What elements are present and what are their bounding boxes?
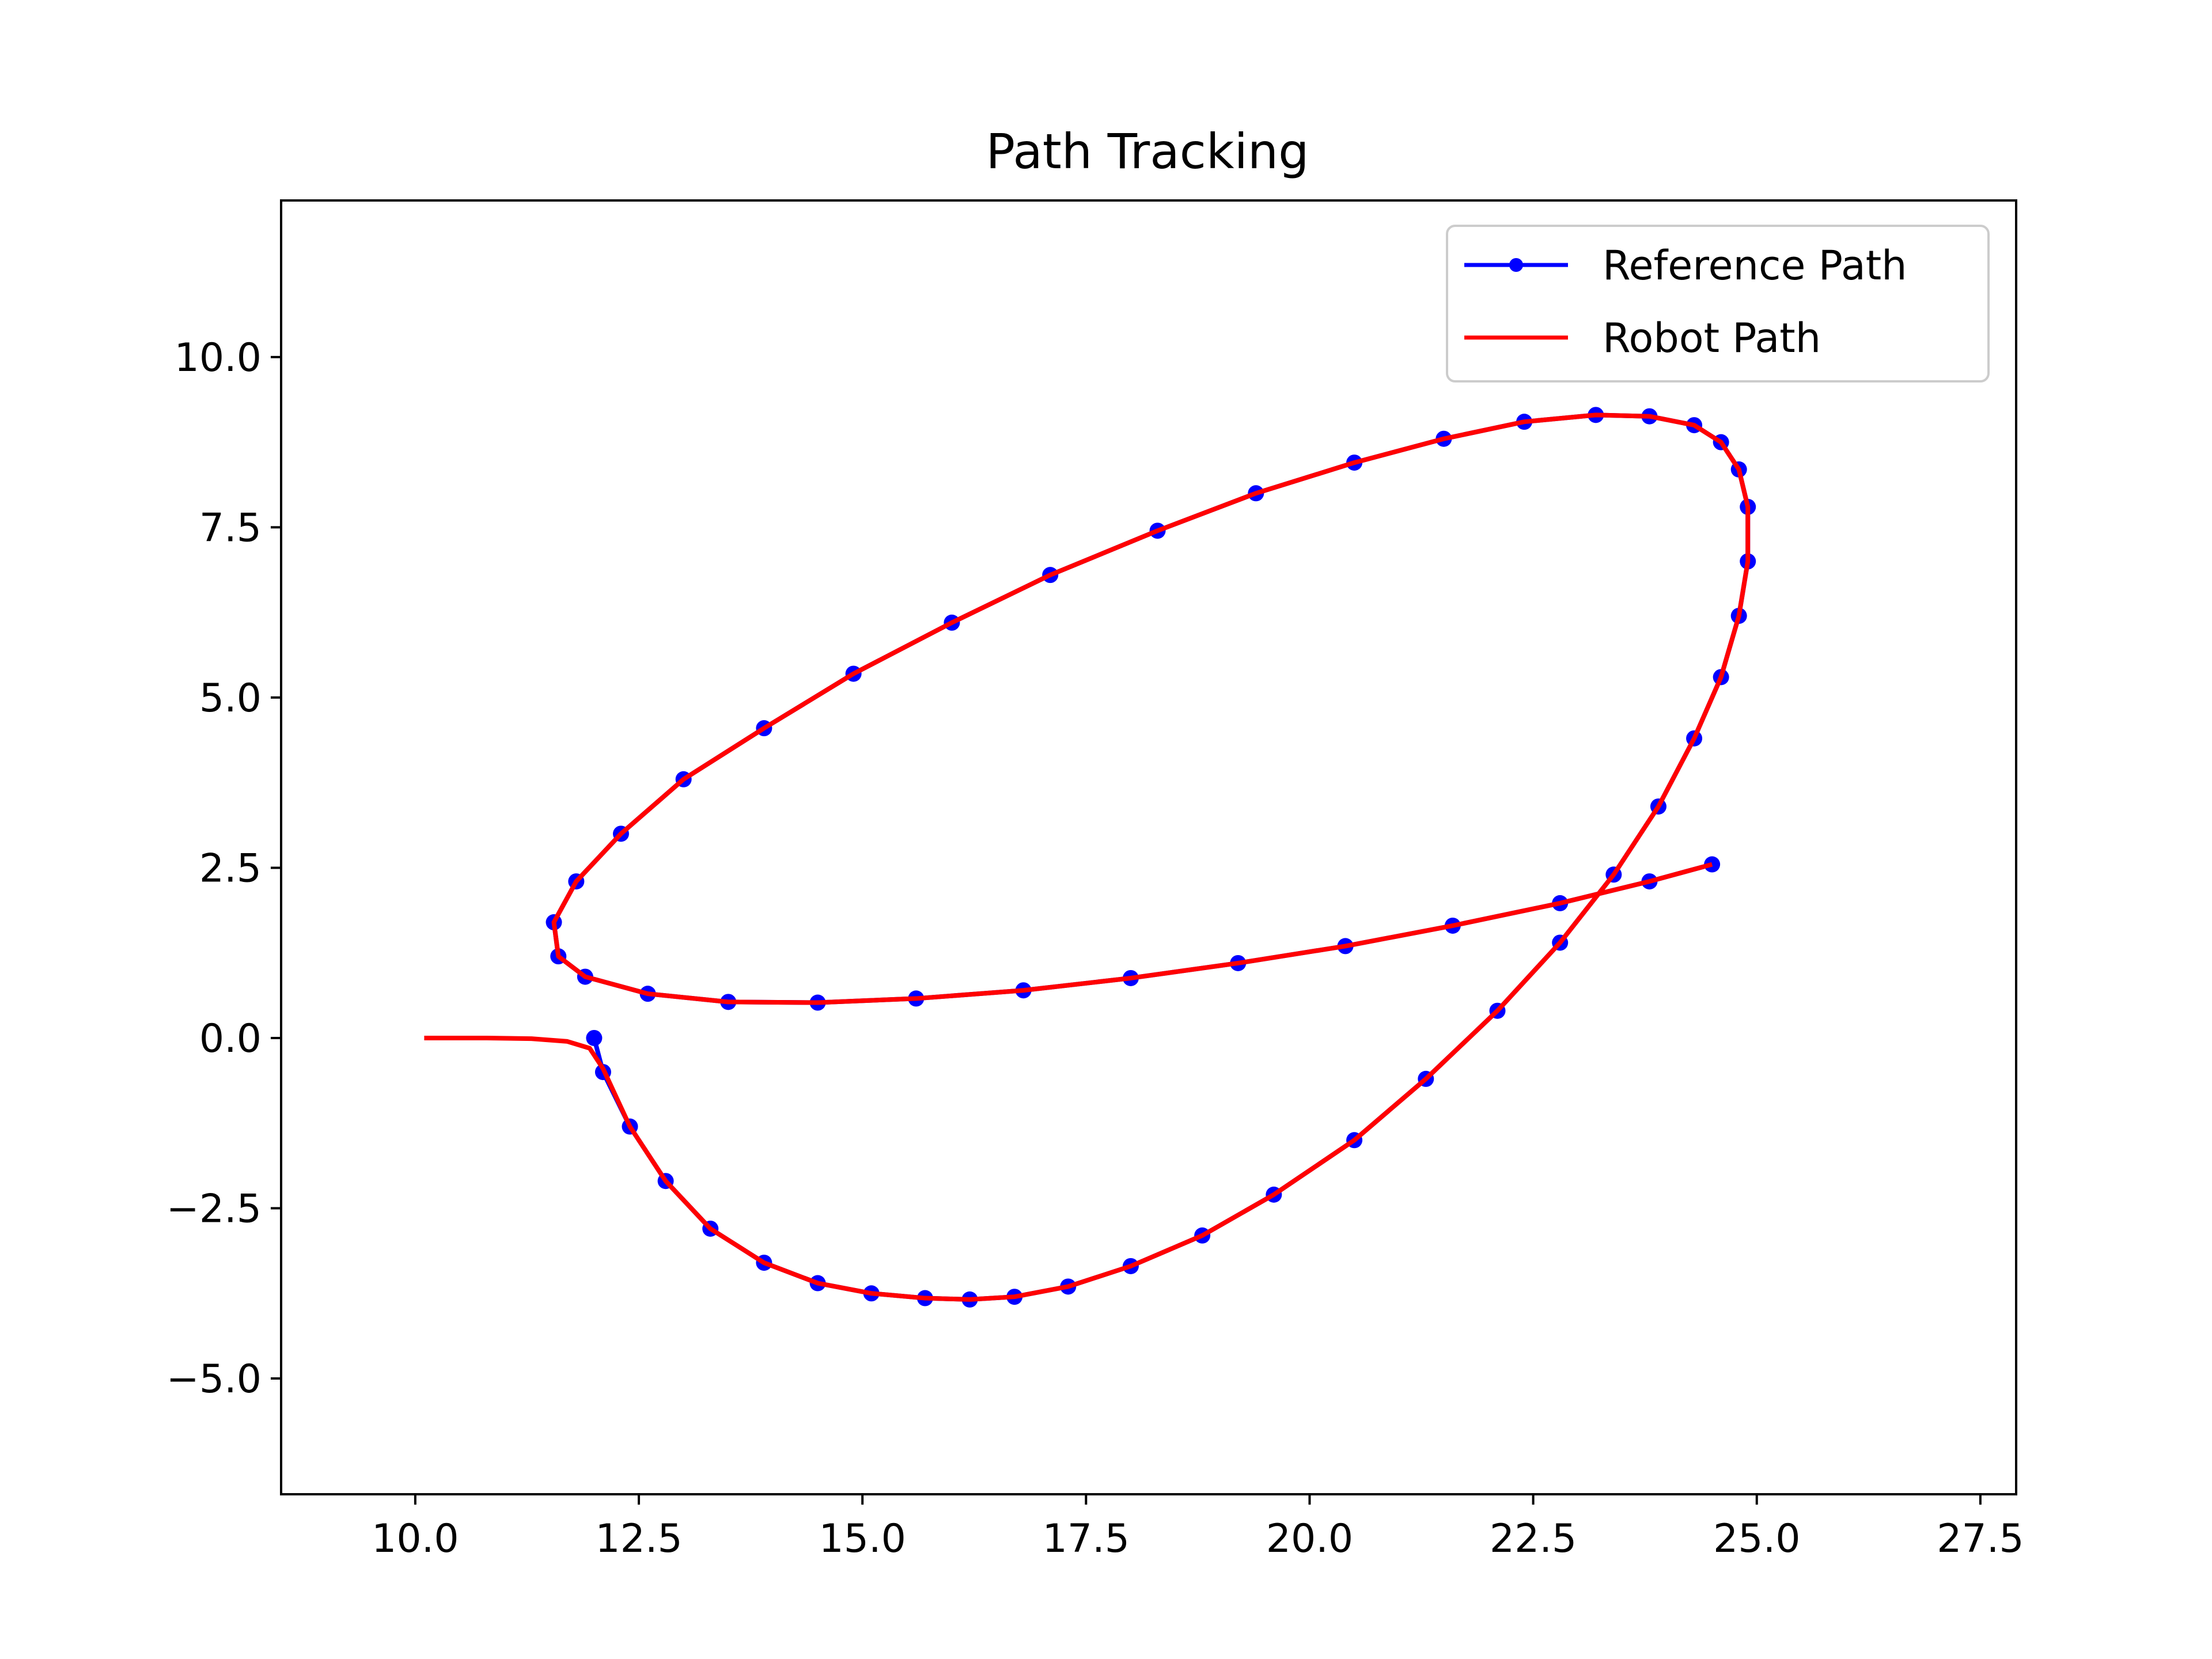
chart-title: Path Tracking [986,123,1309,180]
x-axis: 10.0 12.5 15.0 17.5 20.0 22.5 25.0 27.5 [372,1494,2024,1562]
y-tick-label: −5.0 [166,1357,262,1402]
x-tick-label: 12.5 [595,1516,682,1562]
x-tick-label: 15.0 [819,1516,906,1562]
robot-path-line [424,412,1751,1302]
x-tick-label: 10.0 [372,1516,459,1562]
y-tick-label: 0.0 [199,1016,262,1062]
series-layer [424,407,1756,1308]
x-tick-label: 25.0 [1713,1516,1800,1562]
reference-path-point [586,1029,603,1046]
y-tick-label: 10.0 [175,335,262,381]
x-tick-label: 17.5 [1043,1516,1130,1562]
legend-robot-label: Robot Path [1603,315,1821,362]
axes-frame [280,199,2017,1495]
x-tick-label: 22.5 [1490,1516,1577,1562]
y-tick-label: 2.5 [199,846,262,891]
legend-box [1446,225,1990,382]
legend: Reference Path Robot Path [1446,225,1990,382]
legend-reference-label: Reference Path [1603,242,1907,289]
x-tick-label: 27.5 [1937,1516,2024,1562]
y-tick-label: 5.0 [199,676,262,721]
legend-reference-marker [1509,258,1523,272]
y-axis: −5.0 −2.5 0.0 2.5 5.0 7.5 10.0 [166,335,281,1402]
plot-area [280,199,2017,1495]
y-tick-label: 7.5 [199,505,262,551]
y-tick-label: −2.5 [166,1187,262,1232]
x-tick-label: 20.0 [1266,1516,1353,1562]
